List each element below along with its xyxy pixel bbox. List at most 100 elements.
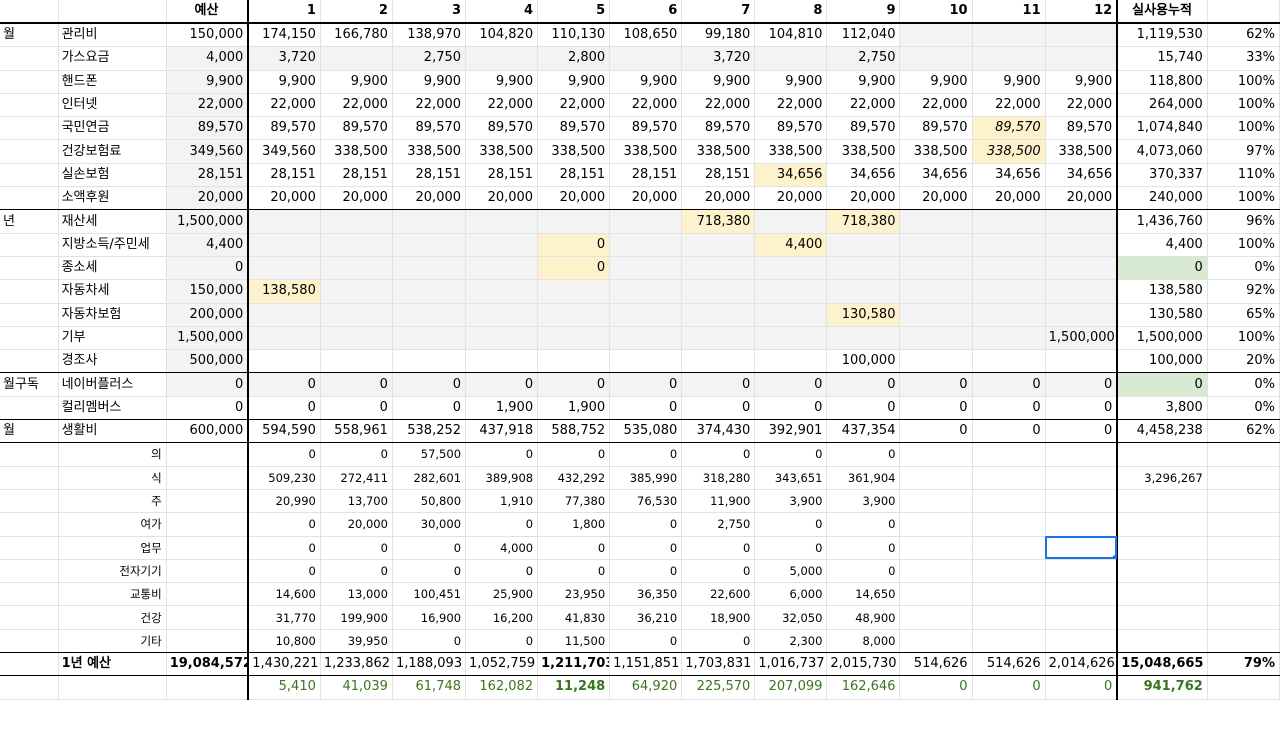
cell[interactable]: 3,900 <box>826 489 901 514</box>
cell[interactable]: 34,656 <box>1045 163 1118 188</box>
cell[interactable]: 514,626 <box>972 652 1046 677</box>
cell[interactable]: 0 <box>681 372 756 397</box>
cell[interactable] <box>899 326 973 351</box>
cell[interactable]: 343,651 <box>754 466 828 490</box>
cell[interactable]: 28,151 <box>609 163 683 188</box>
cell[interactable]: 108,650 <box>609 23 683 48</box>
cell[interactable] <box>1207 489 1280 514</box>
cell[interactable] <box>247 349 321 374</box>
cell[interactable]: 22,000 <box>609 93 683 118</box>
cell[interactable] <box>1116 629 1208 654</box>
cell[interactable]: 1,900 <box>537 396 611 421</box>
cell[interactable] <box>465 303 539 327</box>
cell[interactable] <box>609 256 683 281</box>
cell[interactable]: 20,000 <box>465 186 539 211</box>
cell[interactable]: 의 <box>58 442 167 467</box>
cell[interactable]: 89,570 <box>392 116 467 141</box>
cell[interactable]: 118,800 <box>1116 70 1208 94</box>
cell[interactable]: 28,151 <box>681 163 756 188</box>
cell[interactable]: 0 <box>1116 372 1208 397</box>
cell[interactable]: 0 <box>1045 419 1118 444</box>
cell[interactable]: 0% <box>1207 372 1280 397</box>
cell[interactable] <box>972 326 1046 351</box>
cell[interactable]: 28,151 <box>320 163 393 188</box>
cell[interactable]: 89,570 <box>537 116 611 141</box>
cell[interactable] <box>972 279 1046 304</box>
cell[interactable] <box>1207 582 1280 607</box>
cell[interactable]: 272,411 <box>320 466 393 490</box>
cell[interactable] <box>899 209 973 234</box>
cell[interactable] <box>58 675 167 700</box>
cell[interactable] <box>392 256 467 281</box>
cell[interactable]: 월 <box>0 419 59 444</box>
cell[interactable] <box>320 349 393 374</box>
cell[interactable]: 130,580 <box>1116 303 1208 327</box>
cell[interactable]: 여가 <box>58 512 167 537</box>
cell[interactable]: 437,918 <box>465 419 539 444</box>
cell[interactable]: 1,703,831 <box>681 652 756 677</box>
cell[interactable]: 500,000 <box>166 349 249 374</box>
cell[interactable]: 0 <box>1116 256 1208 281</box>
cell[interactable] <box>1045 233 1118 257</box>
cell[interactable]: 20,000 <box>826 186 901 211</box>
cell[interactable]: 0 <box>972 419 1046 444</box>
cell[interactable]: 89,570 <box>320 116 393 141</box>
cell[interactable]: 20,000 <box>754 186 828 211</box>
cell[interactable] <box>899 605 973 630</box>
cell[interactable]: 건강 <box>58 605 167 630</box>
cell[interactable]: 23,950 <box>537 582 611 607</box>
cell[interactable] <box>826 256 901 281</box>
cell[interactable] <box>0 396 59 421</box>
cell[interactable]: 718,380 <box>826 209 901 234</box>
cell[interactable] <box>1045 442 1118 467</box>
cell[interactable]: 594,590 <box>247 419 321 444</box>
cell[interactable]: 89,570 <box>247 116 321 141</box>
cell[interactable]: 2,014,626 <box>1045 652 1118 677</box>
cell[interactable]: 76,530 <box>609 489 683 514</box>
cell[interactable]: 1년 예산 <box>58 652 167 677</box>
cell[interactable]: 0 <box>1045 675 1118 700</box>
cell[interactable]: 112,040 <box>826 23 901 48</box>
cell[interactable]: 2,750 <box>681 512 756 537</box>
cell[interactable]: 199,900 <box>320 605 393 630</box>
cell[interactable]: 2,800 <box>537 46 611 71</box>
cell[interactable] <box>1116 512 1208 537</box>
cell[interactable] <box>899 466 973 490</box>
cell[interactable] <box>1045 209 1118 234</box>
cell[interactable] <box>166 582 249 607</box>
cell[interactable]: 3,720 <box>681 46 756 71</box>
cell[interactable]: 207,099 <box>754 675 828 700</box>
cell[interactable]: 9,900 <box>166 70 249 94</box>
cell[interactable]: 28,151 <box>247 163 321 188</box>
cell[interactable] <box>972 349 1046 374</box>
cell[interactable]: 15,048,665 <box>1116 652 1208 677</box>
cell[interactable]: 338,500 <box>392 139 467 164</box>
cell[interactable]: 28,151 <box>392 163 467 188</box>
cell[interactable]: 1,052,759 <box>465 652 539 677</box>
cell[interactable]: 0 <box>826 536 901 560</box>
cell[interactable]: 338,500 <box>754 139 828 164</box>
cell[interactable] <box>899 303 973 327</box>
cell[interactable] <box>899 512 973 537</box>
cell[interactable]: 9,900 <box>972 70 1046 94</box>
cell[interactable]: 0 <box>754 396 828 421</box>
header-cell[interactable] <box>58 0 167 25</box>
header-cell[interactable]: 7 <box>681 0 756 25</box>
cell[interactable]: 0 <box>1045 396 1118 421</box>
cell[interactable] <box>247 326 321 351</box>
cell[interactable]: 138,970 <box>392 23 467 48</box>
cell[interactable]: 538,252 <box>392 419 467 444</box>
cell[interactable] <box>320 326 393 351</box>
cell[interactable] <box>1207 559 1280 584</box>
cell[interactable]: 4,073,060 <box>1116 139 1208 164</box>
cell[interactable] <box>0 70 59 94</box>
cell[interactable]: 34,656 <box>972 163 1046 188</box>
cell[interactable]: 14,600 <box>247 582 321 607</box>
cell[interactable]: 0 <box>826 442 901 467</box>
cell[interactable]: 0 <box>899 372 973 397</box>
cell[interactable]: 0 <box>465 442 539 467</box>
cell[interactable] <box>826 326 901 351</box>
cell[interactable]: 28,151 <box>537 163 611 188</box>
cell[interactable]: 9,900 <box>320 70 393 94</box>
cell[interactable]: 110,130 <box>537 23 611 48</box>
